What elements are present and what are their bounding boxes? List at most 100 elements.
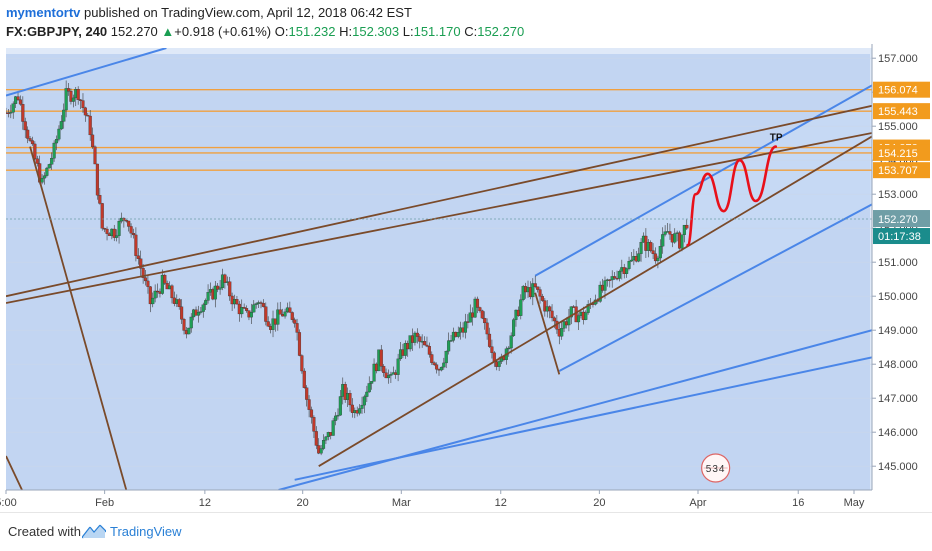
candle-body — [213, 285, 217, 300]
candle-body — [685, 224, 689, 229]
candle-body — [33, 143, 37, 159]
candle-body — [35, 158, 39, 164]
candle-body — [334, 415, 338, 421]
candle-body — [136, 255, 140, 259]
candle-body — [309, 409, 314, 418]
trend-line-steep-down-trend[interactable] — [29, 146, 128, 490]
candle-body — [139, 258, 143, 269]
candle-body — [531, 283, 535, 298]
candle-body — [264, 306, 268, 322]
candle-body — [343, 384, 347, 400]
tradingview-brand[interactable]: TradingView — [110, 524, 182, 539]
y-axis-panel — [872, 44, 932, 512]
candle-body — [386, 375, 391, 379]
candle-body — [449, 340, 453, 342]
candle-body — [336, 414, 340, 417]
symbol-legend: FX:GBPJPY, 240 152.270 ▲+0.918 (+0.61%) … — [6, 23, 924, 41]
watermark-digits: 534 — [706, 464, 726, 475]
candle-body — [365, 391, 369, 397]
trend-line-top-left-blue[interactable] — [6, 48, 167, 97]
last-price-tag-bg — [873, 210, 930, 228]
candle-body — [127, 220, 131, 227]
candle-body — [338, 396, 342, 416]
candle-body — [473, 298, 477, 318]
candle-body — [569, 306, 573, 318]
candle-body — [427, 346, 431, 355]
candle-body — [490, 346, 494, 353]
candle-body — [189, 316, 193, 329]
candle-body — [88, 115, 92, 136]
candle-body — [379, 349, 383, 367]
candle-body — [300, 355, 304, 372]
candle-body — [663, 231, 667, 235]
candle-body — [249, 311, 253, 318]
candle-body — [576, 315, 581, 323]
candle-body — [680, 234, 684, 249]
candle-body — [105, 228, 109, 234]
candle-body — [668, 231, 672, 235]
candle-body — [201, 304, 205, 312]
candle-body — [418, 336, 422, 342]
projection-path[interactable] — [686, 145, 778, 247]
low-label: L: — [402, 24, 414, 39]
candle-body — [11, 103, 15, 113]
candle-body — [290, 312, 294, 320]
candle-body — [305, 387, 309, 400]
candle-body — [28, 138, 32, 141]
candle-body — [439, 366, 443, 371]
last-price: 152.270 — [110, 24, 158, 39]
candle-body — [163, 274, 167, 284]
candle-body — [682, 224, 686, 235]
candle-body — [295, 323, 299, 333]
trend-line-bottom-left-trend[interactable] — [6, 455, 23, 490]
x-tick-label: 5:00 — [0, 497, 17, 509]
candle-body — [57, 128, 61, 140]
symbol-label: FX:GBPJPY, 240 — [6, 24, 108, 39]
price-tag-label: 154.215 — [878, 148, 918, 160]
trend-line-mar-low-trend[interactable] — [318, 135, 872, 467]
x-tick-label: Apr — [689, 497, 706, 509]
x-tick-label: 12 — [199, 497, 211, 509]
candle-body — [603, 280, 607, 291]
candle-body — [143, 277, 148, 282]
candle-body — [362, 396, 366, 406]
candle-body — [382, 366, 386, 373]
countdown-tag-label: 01:17:38 — [878, 231, 921, 243]
trend-line-short-leg-trend[interactable] — [534, 292, 561, 375]
candle-body — [124, 220, 128, 222]
footer: Created with TradingView — [0, 512, 932, 551]
trend-line-long-lower-blue[interactable] — [294, 356, 872, 481]
candle-body — [314, 431, 318, 446]
candle-body — [661, 234, 665, 247]
candle-body — [21, 104, 25, 122]
candle-body — [146, 280, 150, 287]
trend-line-feb-trend-upper[interactable] — [6, 104, 872, 298]
candle-body — [76, 89, 80, 100]
candle-body — [487, 333, 492, 347]
candle-body — [40, 177, 44, 183]
author-link[interactable]: mymentortv — [6, 5, 81, 20]
candle-body — [47, 164, 51, 169]
candle-body — [625, 268, 629, 274]
tradingview-logo-icon[interactable] — [82, 523, 106, 539]
candle-body — [637, 253, 641, 262]
trend-line-channel-lower[interactable] — [558, 203, 872, 372]
candle-body — [115, 235, 119, 238]
candle-body — [117, 220, 121, 236]
price-tag-bg — [873, 103, 930, 120]
y-tick-label: 150.000 — [878, 291, 918, 303]
candle-body — [552, 317, 557, 322]
y-tick-label: 145.000 — [878, 461, 918, 473]
price-chart[interactable]: TP534157.000156.000155.000154.000153.000… — [0, 44, 932, 512]
candle-body — [360, 404, 364, 409]
candle-body — [93, 146, 97, 165]
candle-body — [389, 374, 393, 376]
trend-line-long-upper-blue[interactable] — [278, 329, 872, 490]
trend-line-feb-trend-lower[interactable] — [6, 132, 872, 304]
x-tick-label: 20 — [593, 497, 605, 509]
candle-body — [653, 253, 658, 262]
candle-body — [151, 297, 155, 305]
candle-body — [367, 383, 371, 393]
candle-body — [538, 289, 542, 297]
candle-body — [435, 364, 439, 370]
